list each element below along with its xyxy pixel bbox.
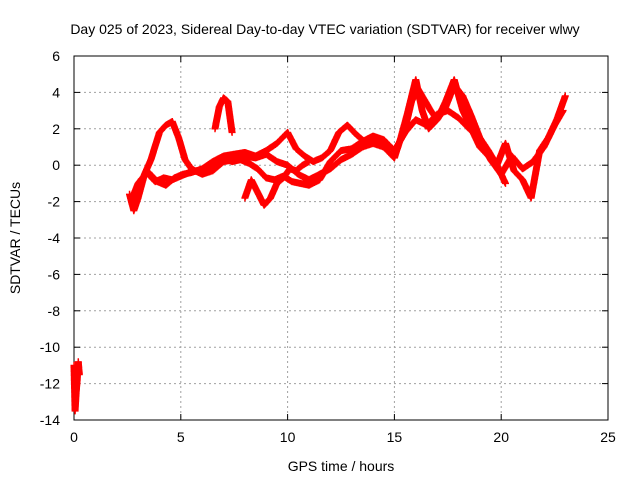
data-point [519, 158, 536, 173]
series-trace-a [126, 76, 569, 215]
data-point [305, 158, 313, 166]
data-point [386, 143, 394, 151]
y-tick-label: -2 [48, 194, 61, 210]
data-point [484, 147, 500, 168]
data-point [181, 156, 195, 172]
data-point [175, 134, 189, 163]
data-point [211, 104, 223, 133]
data-point [476, 134, 492, 154]
data-point [326, 156, 344, 173]
data-point [267, 180, 280, 202]
y-tick-label: -12 [40, 376, 60, 392]
data-points [70, 76, 569, 415]
y-tick-label: -8 [48, 303, 61, 319]
data-point [155, 122, 169, 136]
data-point [305, 176, 323, 189]
data-point [247, 176, 261, 196]
data-point [420, 96, 434, 114]
y-tick-labels: 6 4 2 0 -2 -4 -6 -8 -10 -12 -14 [40, 48, 60, 428]
data-point [390, 129, 409, 155]
data-point [147, 129, 163, 164]
data-point [559, 107, 567, 115]
series-early-segment [70, 358, 83, 415]
data-point [433, 104, 449, 124]
data-point [228, 128, 236, 136]
x-tick-label: 15 [387, 429, 403, 445]
data-point [493, 161, 509, 186]
data-point [245, 159, 261, 172]
gridlines [74, 56, 608, 420]
data-point [262, 140, 280, 155]
data-point [318, 147, 333, 162]
data-point [450, 81, 466, 99]
series-trace-f [401, 81, 509, 187]
data-point [467, 112, 483, 141]
data-point [279, 166, 293, 182]
chart-title: Day 025 of 2023, Sidereal Day-to-day VTE… [70, 21, 579, 37]
x-tick-label: 0 [70, 429, 78, 445]
data-point [292, 145, 308, 159]
data-point [162, 175, 178, 189]
data-point [130, 195, 142, 215]
y-tick-label: 6 [52, 48, 60, 64]
data-point [502, 179, 509, 187]
x-tick-label: 5 [177, 429, 185, 445]
data-point [284, 128, 300, 152]
data-point [316, 158, 334, 184]
data-point [551, 108, 567, 129]
x-tick-labels: 0 5 10 15 20 25 [70, 429, 616, 445]
data-point [337, 151, 355, 164]
data-point [510, 167, 526, 183]
y-axis-label: SDTVAR / TECUs [7, 182, 23, 294]
y-tick-label: -14 [40, 412, 60, 428]
data-point [529, 144, 547, 166]
data-point [343, 121, 359, 137]
data-point [305, 171, 323, 184]
data-point [348, 144, 365, 158]
x-tick-label: 25 [600, 429, 616, 445]
data-point [348, 138, 365, 153]
data-point [198, 158, 216, 173]
data-point [145, 169, 161, 185]
y-tick-label: -10 [40, 339, 60, 355]
data-point [561, 92, 569, 100]
data-point [262, 150, 280, 165]
data-point [209, 153, 227, 166]
data-point [254, 165, 269, 181]
data-point [75, 371, 83, 378]
data-point [444, 107, 462, 121]
y-tick-label: 4 [52, 84, 60, 100]
x-tick-label: 20 [493, 429, 509, 445]
data-point [252, 147, 269, 160]
y-tick-label: 0 [52, 157, 60, 173]
data-point [459, 92, 475, 119]
data-point [273, 175, 286, 187]
data-point [414, 85, 428, 103]
data-point [128, 180, 142, 204]
data-point [369, 134, 385, 147]
data-point [401, 99, 415, 133]
data-point [326, 129, 342, 155]
x-axis-label: GPS time / hours [288, 458, 395, 474]
y-tick-label: -4 [48, 230, 61, 246]
series-trace-e [241, 158, 313, 209]
y-tick-label: -6 [48, 266, 61, 282]
data-point [455, 114, 472, 132]
y-tick-label: 2 [52, 121, 60, 137]
data-point [260, 195, 274, 209]
axis-ticks [73, 55, 609, 421]
series-trace-c [145, 121, 394, 189]
data-point [224, 98, 236, 135]
x-tick-label: 10 [280, 429, 296, 445]
data-point [540, 122, 558, 151]
series-trace-d [211, 94, 236, 136]
data-point [326, 147, 344, 166]
